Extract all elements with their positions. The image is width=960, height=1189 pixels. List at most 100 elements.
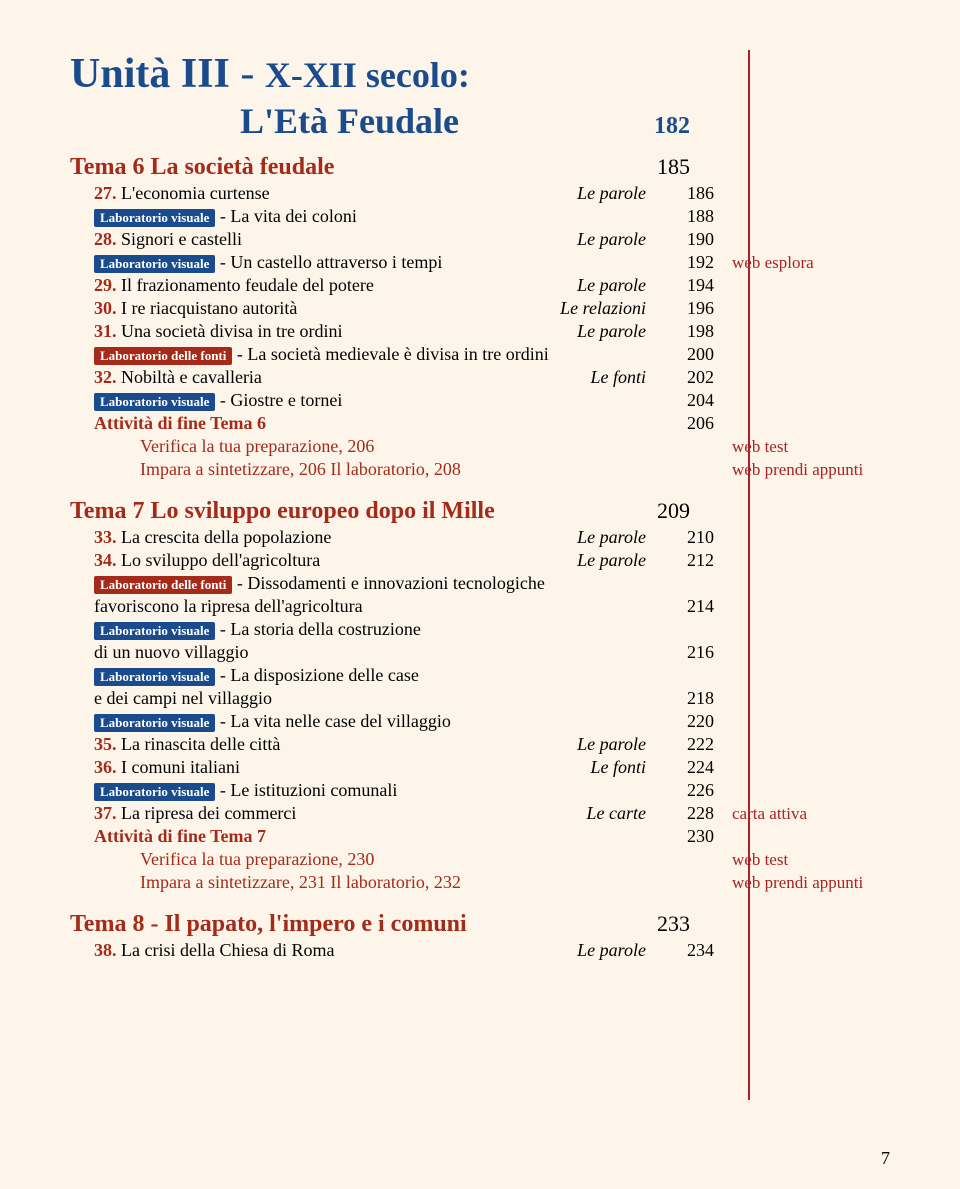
e31-page: 198 xyxy=(654,321,714,342)
tema7-lab1b: favoriscono la ripresa dell'agricoltura … xyxy=(70,596,890,617)
e34-type: Le parole xyxy=(577,550,654,571)
e30-page: 196 xyxy=(654,298,714,319)
sidebar-divider xyxy=(748,50,750,1100)
e33-page: 210 xyxy=(654,527,714,548)
lab4-text: - Giostre e tornei xyxy=(215,390,342,410)
tema8-page: 233 xyxy=(630,911,690,937)
tema7-attivita: Attività di fine Tema 7 230 xyxy=(70,826,890,847)
entry-33: 33. La crescita della popolazioneLe paro… xyxy=(70,527,890,548)
e29-title: Il frazionamento feudale del potere xyxy=(117,275,374,295)
tema8-title-row: Tema 8 - Il papato, l'impero e i comuni … xyxy=(70,911,890,938)
e34-title: Lo sviluppo dell'agricoltura xyxy=(117,550,321,570)
att6-title: Attività di fine Tema 6 xyxy=(94,413,654,434)
tema6-title-row: Tema 6 La società feudale 185 xyxy=(70,154,890,181)
tema7-lab5: Laboratorio visuale - Le istituzioni com… xyxy=(70,780,890,801)
lab3-page: 200 xyxy=(654,344,714,365)
t7sub2-web: web prendi appunti xyxy=(714,873,890,893)
tema7-sub1: Verifica la tua preparazione, 230 web te… xyxy=(70,849,890,870)
lab4-page: 204 xyxy=(654,390,714,411)
sub1-text: Verifica la tua preparazione, 206 xyxy=(140,436,654,457)
lab-fonti-badge: Laboratorio delle fonti xyxy=(94,347,232,365)
e32-title: Nobiltà e cavalleria xyxy=(117,367,262,387)
t7lab3b-text: e dei campi nel villaggio xyxy=(94,688,654,709)
e28-num: 28. xyxy=(94,229,117,249)
tema6-title: Tema 6 La società feudale xyxy=(70,154,630,181)
t7sub1-web: web test xyxy=(714,850,890,870)
e35-page: 222 xyxy=(654,734,714,755)
entry-31: 31. Una società divisa in tre ordiniLe p… xyxy=(70,321,890,342)
entry-29: 29. Il frazionamento feudale del potere L… xyxy=(70,275,890,296)
e34-num: 34. xyxy=(94,550,117,570)
e30-num: 30. xyxy=(94,298,117,318)
tema7-lab3: Laboratorio visuale - La disposizione de… xyxy=(70,665,890,686)
e27-title: L'economia curtense xyxy=(117,183,270,203)
t7lab4-page: 220 xyxy=(654,711,714,732)
entry-34: 34. Lo sviluppo dell'agricoltura Le parol… xyxy=(70,550,890,571)
t7lab2-text: - La storia della costruzione xyxy=(215,619,420,639)
tema7-page: 209 xyxy=(630,498,690,524)
lab-visuale-badge: Laboratorio visuale xyxy=(94,783,215,801)
e37-title: La ripresa dei commerci xyxy=(117,803,297,823)
e29-page: 194 xyxy=(654,275,714,296)
att7-page: 230 xyxy=(654,826,714,847)
entry-28: 28. Signori e castelliLe parole 190 xyxy=(70,229,890,250)
e31-title: Una società divisa in tre ordini xyxy=(117,321,343,341)
lab-visuale-badge: Laboratorio visuale xyxy=(94,714,215,732)
lab-fonti-badge: Laboratorio delle fonti xyxy=(94,576,232,594)
t7sub1-text: Verifica la tua preparazione, 230 xyxy=(140,849,654,870)
e32-page: 202 xyxy=(654,367,714,388)
t7lab3-text: - La disposizione delle case xyxy=(215,665,418,685)
unit-heading: Unità III - X-XII secolo: xyxy=(70,50,890,98)
lab3-text: - La società medievale è divisa in tre o… xyxy=(232,344,548,364)
e28-type: Le parole xyxy=(577,229,654,250)
tema6-lab4: Laboratorio visuale - Giostre e tornei 2… xyxy=(70,390,890,411)
t7lab1b-page: 214 xyxy=(654,596,714,617)
t7lab2b-text: di un nuovo villaggio xyxy=(94,642,654,663)
e34-page: 212 xyxy=(654,550,714,571)
unit-page: 182 xyxy=(630,113,690,140)
tema6-lab3: Laboratorio delle fonti - La società med… xyxy=(70,344,890,365)
page-number: 7 xyxy=(881,1148,890,1169)
e35-type: Le parole xyxy=(577,734,654,755)
unit-dash: - xyxy=(230,51,265,97)
e36-title: I comuni italiani xyxy=(117,757,240,777)
lab2-text: - Un castello attraverso i tempi xyxy=(215,252,442,272)
e38-num: 38. xyxy=(94,940,117,960)
tema6-lab1: Laboratorio visuale - La vita dei coloni… xyxy=(70,206,890,227)
lab-visuale-badge: Laboratorio visuale xyxy=(94,668,215,686)
e37-web: carta attiva xyxy=(714,804,890,824)
entry-37: 37. La ripresa dei commerciLe carte 228 … xyxy=(70,803,890,824)
entry-38: 38. La crisi della Chiesa di RomaLe paro… xyxy=(70,940,890,961)
entry-27: 27. L'economia curtenseLe parole 186 xyxy=(70,183,890,204)
entry-36: 36. I comuni italianiLe fonti 224 xyxy=(70,757,890,778)
lab1-page: 188 xyxy=(654,206,714,227)
t7lab1b-text: favoriscono la ripresa dell'agricoltura xyxy=(94,596,654,617)
tema7-title-row: Tema 7 Lo sviluppo europeo dopo il Mille… xyxy=(70,498,890,525)
e37-num: 37. xyxy=(94,803,117,823)
e31-num: 31. xyxy=(94,321,117,341)
sub2-web: web prendi appunti xyxy=(714,460,890,480)
att6-page: 206 xyxy=(654,413,714,434)
tema6-sub1: Verifica la tua preparazione, 206 web te… xyxy=(70,436,890,457)
e32-type: Le fonti xyxy=(590,367,654,388)
lab-visuale-badge: Laboratorio visuale xyxy=(94,393,215,411)
e32-num: 32. xyxy=(94,367,117,387)
t7sub2-text: Impara a sintetizzare, 231 Il laboratori… xyxy=(140,872,654,893)
tema7-lab2: Laboratorio visuale - La storia della co… xyxy=(70,619,890,640)
e36-page: 224 xyxy=(654,757,714,778)
lab2-web: web esplora xyxy=(714,253,890,273)
lab-visuale-badge: Laboratorio visuale xyxy=(94,622,215,640)
tema8-title: Tema 8 - Il papato, l'impero e i comuni xyxy=(70,911,630,938)
e28-title: Signori e castelli xyxy=(117,229,242,249)
sub1-web: web test xyxy=(714,437,890,457)
tema6-attivita: Attività di fine Tema 6 206 xyxy=(70,413,890,434)
entry-30: 30. I re riacquistano autoritàLe relazio… xyxy=(70,298,890,319)
e29-num: 29. xyxy=(94,275,117,295)
unit-subtitle1: X-XII secolo: xyxy=(265,55,470,95)
entry-35: 35. La rinascita delle cittàLe parole 22… xyxy=(70,734,890,755)
tema7-sub2: Impara a sintetizzare, 231 Il laboratori… xyxy=(70,872,890,893)
tema7-lab1: Laboratorio delle fonti - Dissodamenti e… xyxy=(70,573,890,594)
e29-type: Le parole xyxy=(577,275,654,296)
e35-title: La rinascita delle città xyxy=(117,734,281,754)
t7lab1-text: - Dissodamenti e innovazioni tecnologich… xyxy=(232,573,544,593)
